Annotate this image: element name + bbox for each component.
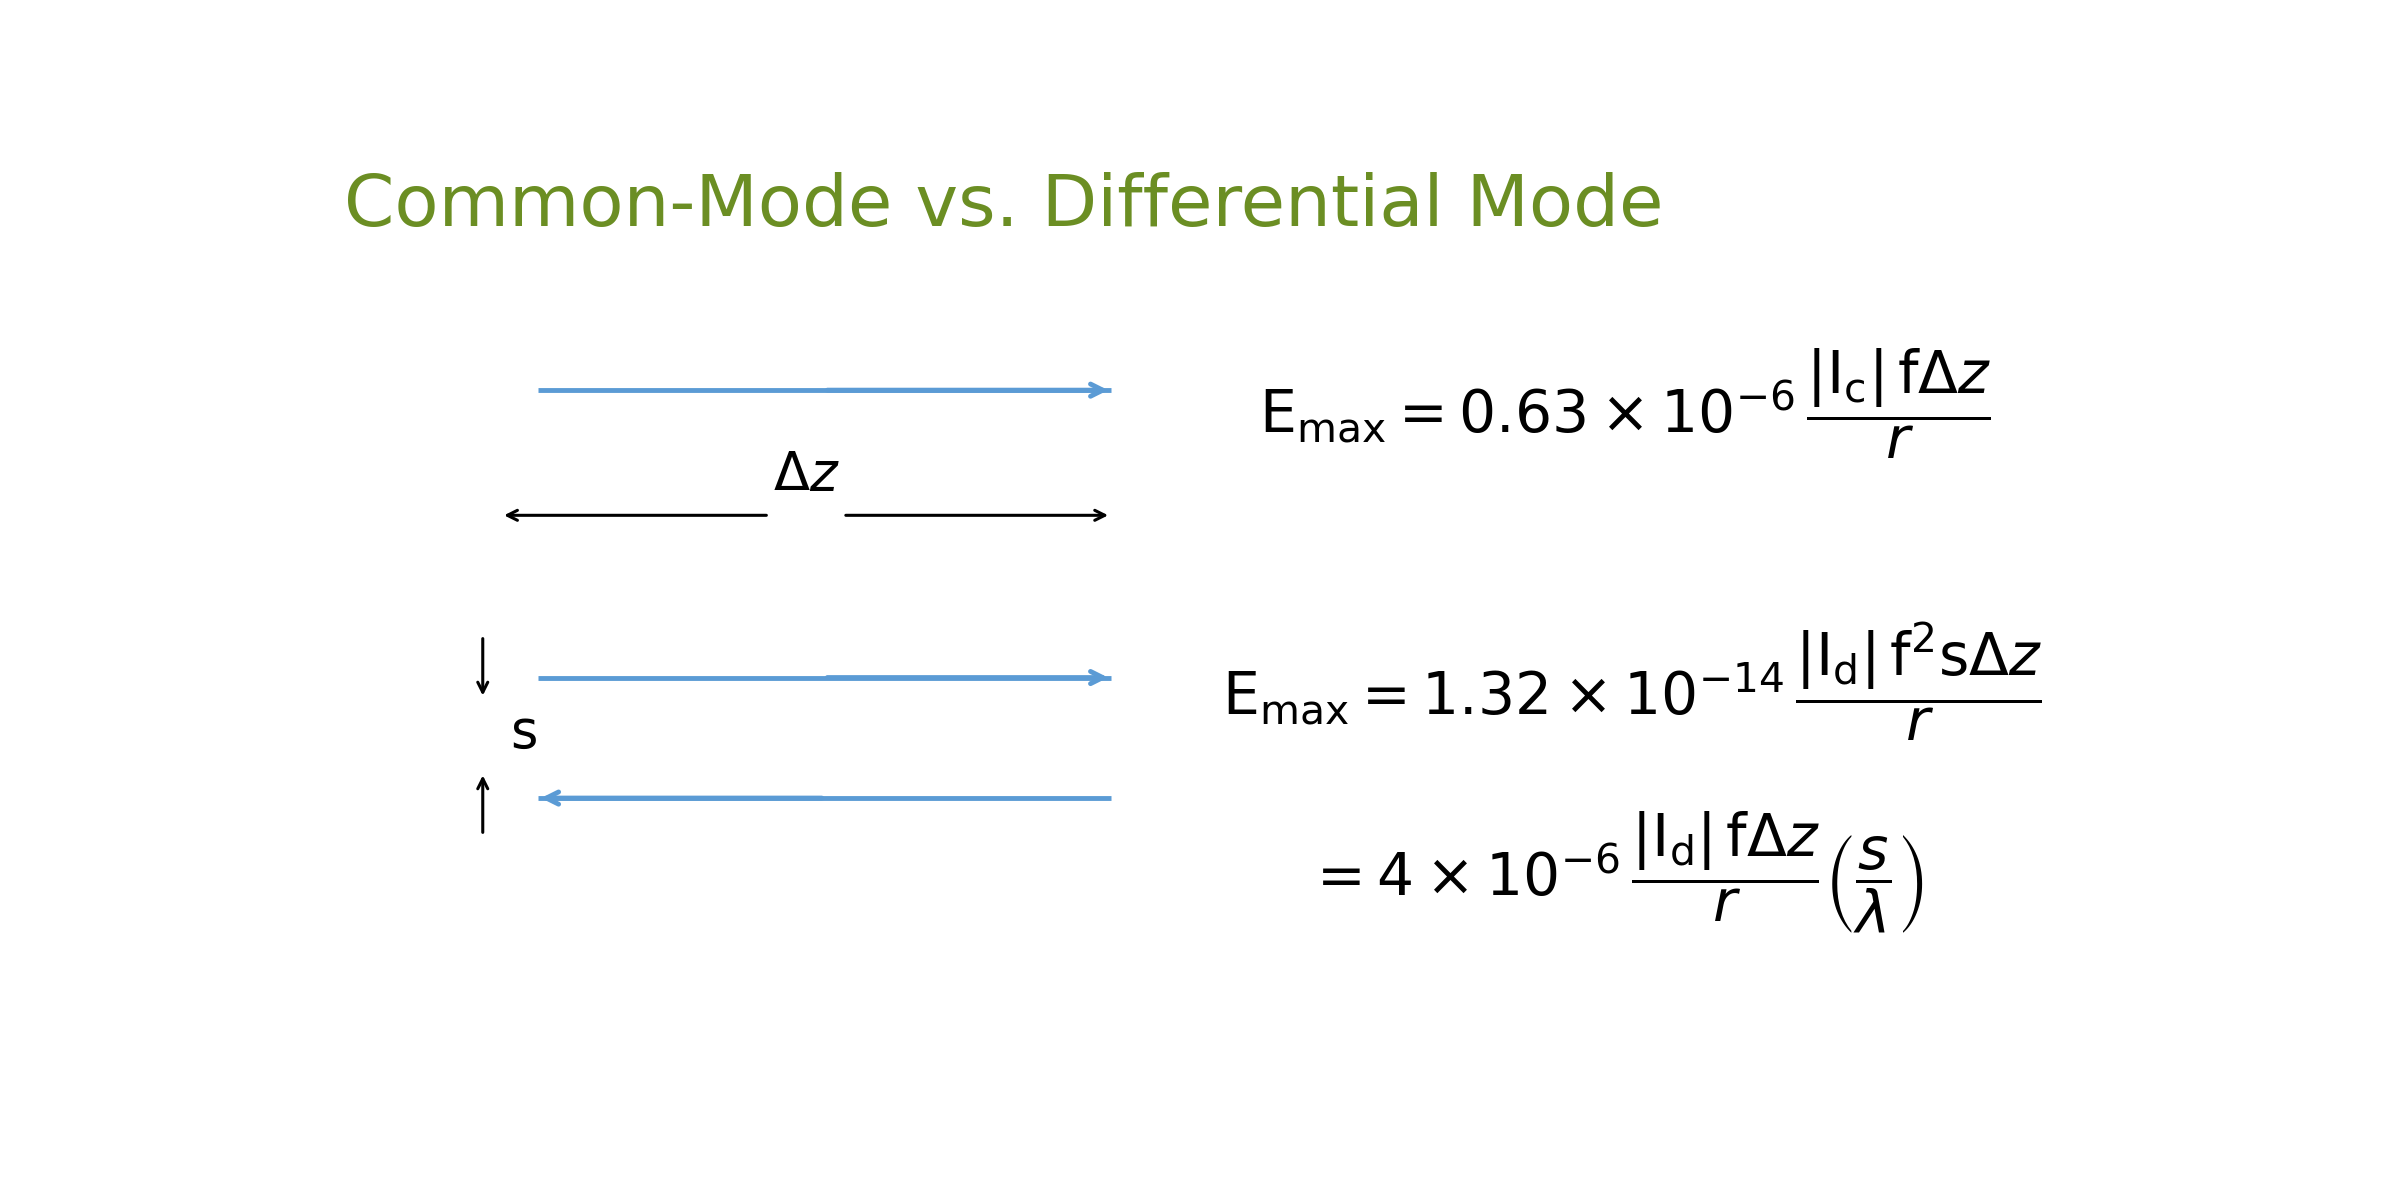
Text: $\mathrm{E_{max}} = 1.32 \times 10^{-14}\, \dfrac{|\mathrm{I_d}|\,\mathrm{f}^2\m: $\mathrm{E_{max}} = 1.32 \times 10^{-14}… [1221, 621, 2043, 743]
Text: $= 4 \times 10^{-6}\, \dfrac{|\mathrm{I_d}|\,\mathrm{f}\Delta z}{r}\left(\dfrac{: $= 4 \times 10^{-6}\, \dfrac{|\mathrm{I_… [1304, 809, 1924, 936]
Text: s: s [510, 707, 539, 760]
Text: $\mathrm{E_{max}} = 0.63 \times 10^{-6}\, \dfrac{|\mathrm{I_c}|\,\mathrm{f}\Delt: $\mathrm{E_{max}} = 0.63 \times 10^{-6}\… [1259, 347, 1991, 461]
Text: $\Delta z$: $\Delta z$ [772, 449, 839, 501]
Text: Common-Mode vs. Differential Mode: Common-Mode vs. Differential Mode [343, 172, 1664, 241]
